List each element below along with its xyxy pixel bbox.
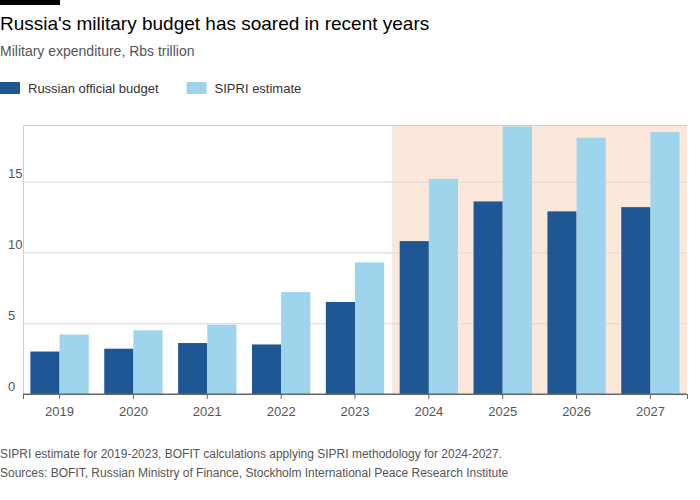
legend-item: Russian official budget xyxy=(0,81,159,96)
x-tick: 2023 xyxy=(341,394,370,419)
note: Sources: BOFIT, Russian Ministry of Fina… xyxy=(0,466,509,480)
x-axis-line xyxy=(24,395,688,400)
x-tick-label: 2027 xyxy=(636,404,665,419)
y-tick-label: 15 xyxy=(8,166,22,181)
bar xyxy=(503,126,532,394)
y-axis-line xyxy=(24,126,688,395)
bar xyxy=(252,344,281,394)
bar xyxy=(326,302,355,394)
note: SIPRI estimate for 2019-2023, BOFIT calc… xyxy=(0,447,502,461)
x-tick-mark xyxy=(133,394,134,399)
x-tick-mark xyxy=(207,394,208,399)
legend-label: Russian official budget xyxy=(28,81,159,96)
title: Russia's military budget has soared in r… xyxy=(0,13,429,34)
x-tick: 2025 xyxy=(488,394,517,419)
bar xyxy=(400,241,429,394)
legend-swatch xyxy=(187,82,207,94)
bar xyxy=(650,132,679,394)
x-tick-mark xyxy=(650,394,651,399)
x-tick-label: 2025 xyxy=(488,404,517,419)
bar xyxy=(577,138,606,394)
bar xyxy=(355,262,384,394)
y-tick-label: 5 xyxy=(8,308,15,323)
legend-swatch xyxy=(0,82,20,94)
bar xyxy=(429,179,458,394)
bar xyxy=(281,292,310,394)
x-tick: 2027 xyxy=(636,394,665,419)
x-tick: 2020 xyxy=(119,394,148,419)
y-tick-label: 10 xyxy=(8,237,22,252)
subtitle: Military expenditure, Rbs trillion xyxy=(0,43,195,59)
chart: Russia's military budget has soared in r… xyxy=(0,0,700,500)
x-tick-mark xyxy=(355,394,356,399)
bar xyxy=(178,343,207,394)
x-tick-mark xyxy=(59,394,60,399)
x-tick: 2024 xyxy=(414,394,443,419)
y-axis: 0 5 10 15 xyxy=(8,126,687,395)
x-tick: 2022 xyxy=(267,394,296,419)
bar xyxy=(474,201,503,394)
bars xyxy=(30,126,679,394)
x-tick-mark xyxy=(281,394,282,399)
x-tick: 2026 xyxy=(562,394,591,419)
bar xyxy=(30,352,59,394)
legend-item: SIPRI estimate xyxy=(187,81,302,96)
x-tick-label: 2026 xyxy=(562,404,591,419)
x-tick-label: 2022 xyxy=(267,404,296,419)
x-tick-label: 2023 xyxy=(341,404,370,419)
bar xyxy=(621,207,650,394)
x-tick-label: 2020 xyxy=(119,404,148,419)
x-tick-mark xyxy=(502,394,503,399)
bar xyxy=(104,349,133,394)
x-tick-label: 2019 xyxy=(45,404,74,419)
x-tick: 2021 xyxy=(193,394,222,419)
x-tick-mark xyxy=(428,394,429,399)
x-tick: 2019 xyxy=(45,394,74,419)
bar xyxy=(547,211,576,394)
x-tick-label: 2021 xyxy=(193,404,222,419)
bar xyxy=(133,330,162,394)
x-axis: 2019 2020 2021 2022 2023 2024 2025 2026 2027 xyxy=(24,394,688,419)
x-tick-mark xyxy=(576,394,577,399)
bar xyxy=(60,335,89,394)
bar xyxy=(207,325,236,394)
x-tick-label: 2024 xyxy=(414,404,443,419)
header-bar xyxy=(0,0,60,5)
legend-label: SIPRI estimate xyxy=(215,81,302,96)
y-tick-label: 0 xyxy=(8,379,15,394)
highlight-band xyxy=(392,125,687,394)
